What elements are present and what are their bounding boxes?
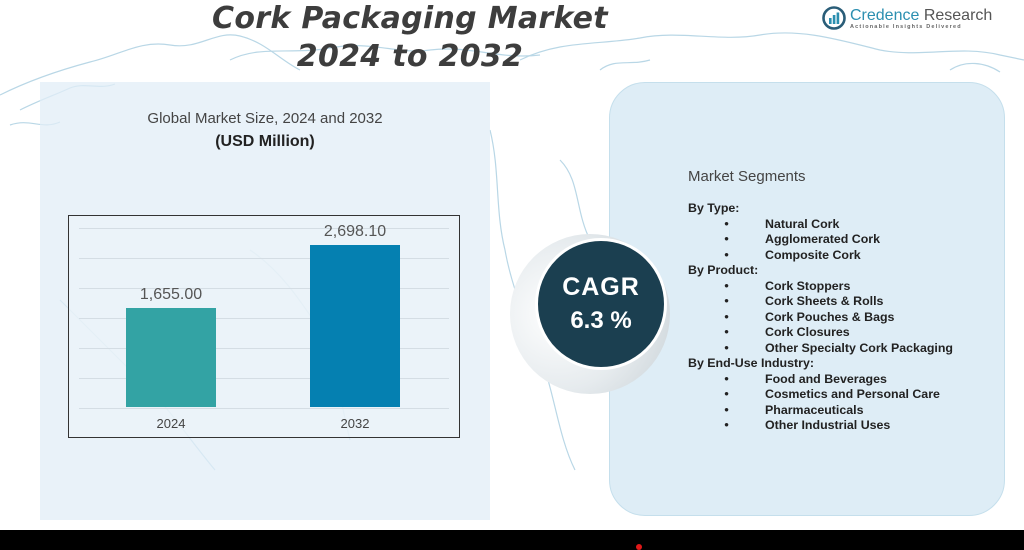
segment-item-label: Cosmetics and Personal Care [765, 387, 940, 401]
gridline [79, 318, 449, 319]
title-line-1: Cork Packaging Market [212, 1, 608, 36]
chart-heading: Global Market Size, 2024 and 2032 [147, 110, 383, 127]
segment-item-label: Cork Closures [765, 325, 850, 339]
bullet-icon: • [724, 278, 729, 293]
bullet-icon: • [724, 247, 729, 262]
bullet-icon: • [724, 325, 729, 339]
category-label-2024: 2024 [156, 416, 186, 431]
segment-item-label: Other Industrial Uses [765, 418, 891, 432]
gridline-baseline [79, 408, 449, 409]
segment-list-item: • Cork Pouches & Bags [688, 310, 1008, 326]
segment-item-label: Cork Sheets & Rolls [765, 294, 884, 308]
segment-item-label: Agglomerated Cork [765, 232, 880, 246]
bullet-icon: • [724, 402, 729, 417]
category-label-2032: 2032 [340, 416, 370, 431]
segment-list-item: • Pharmaceuticals [688, 403, 1008, 419]
segment-list-item: • Cork Stoppers [688, 279, 1008, 295]
bar-chart: 1,655.00 2024 2,698.10 2032 [68, 215, 460, 438]
bar-value-2032: 2,698.10 [323, 223, 387, 240]
red-dot-indicator [636, 544, 642, 550]
segment-item-label: Natural Cork [765, 216, 840, 231]
segment-item-label: Composite Cork [765, 247, 861, 262]
bullet-icon: • [724, 387, 729, 401]
segment-item-label: Food and Beverages [765, 371, 887, 386]
logo-name-part2: Research [919, 6, 993, 24]
logo-name-part1: Credence [850, 6, 920, 24]
segment-item-label: Cork Pouches & Bags [765, 309, 895, 324]
page-title: Cork Packaging Market 2024 to 2032 [180, 0, 640, 76]
segment-list-item: • Natural Cork [688, 217, 1008, 233]
segments-list: By Type: • Natural Cork • Agglomerated Cork •… [688, 201, 1008, 434]
segment-group-label: By Product: [688, 263, 759, 277]
segment-list-item: • Cosmetics and Personal Care [688, 387, 1008, 403]
segment-group-label: By Type: [688, 201, 740, 215]
segment-group-label: By End-Use Industry: [688, 356, 814, 370]
bar-chart-circle-icon [822, 6, 846, 30]
segment-list-item: • Other Industrial Uses [688, 418, 1008, 434]
cagr-label: CAGR [562, 273, 640, 301]
cagr-badge: CAGR 6.3 % [535, 238, 667, 370]
segment-item-label: Pharmaceuticals [765, 402, 864, 417]
bullet-icon: • [724, 216, 729, 231]
bullet-icon: • [724, 340, 729, 355]
bullet-icon: • [724, 232, 729, 246]
segment-list-item: • Other Specialty Cork Packaging [688, 341, 1008, 357]
logo-tagline: Actionable Insights Delivered [850, 23, 962, 30]
segment-list-item: • Agglomerated Cork [688, 232, 1008, 248]
bottom-bar [0, 530, 1024, 550]
gridline [79, 288, 449, 289]
chart-units: (USD Million) [215, 133, 315, 150]
bullet-icon: • [724, 309, 729, 324]
segment-list-item: • Cork Sheets & Rolls [688, 294, 1008, 310]
segment-list-item: • Food and Beverages [688, 372, 1008, 388]
bullet-icon: • [724, 418, 729, 432]
credence-research-logo: Credence Research Actionable Insights De… [822, 6, 992, 30]
bar-value-2024: 1,655.00 [139, 286, 203, 303]
gridline [79, 348, 449, 349]
bullet-icon: • [724, 371, 729, 386]
segment-item-label: Cork Stoppers [765, 278, 851, 293]
gridline [79, 378, 449, 379]
segment-list-item: • Cork Closures [688, 325, 1008, 341]
segment-list-item: • Composite Cork [688, 248, 1008, 264]
cagr-value: 6.3 % [570, 307, 632, 334]
title-line-2: 2024 to 2032 [296, 39, 524, 74]
market-segments-panel [609, 82, 1005, 516]
segments-title: Market Segments [688, 168, 806, 185]
logo-name: Credence Research [850, 7, 992, 24]
gridline [79, 228, 449, 229]
bar-2032 [310, 245, 400, 407]
bullet-icon: • [724, 294, 729, 308]
segment-item-label: Other Specialty Cork Packaging [765, 340, 953, 355]
bar-2024 [126, 308, 216, 407]
gridline [79, 258, 449, 259]
